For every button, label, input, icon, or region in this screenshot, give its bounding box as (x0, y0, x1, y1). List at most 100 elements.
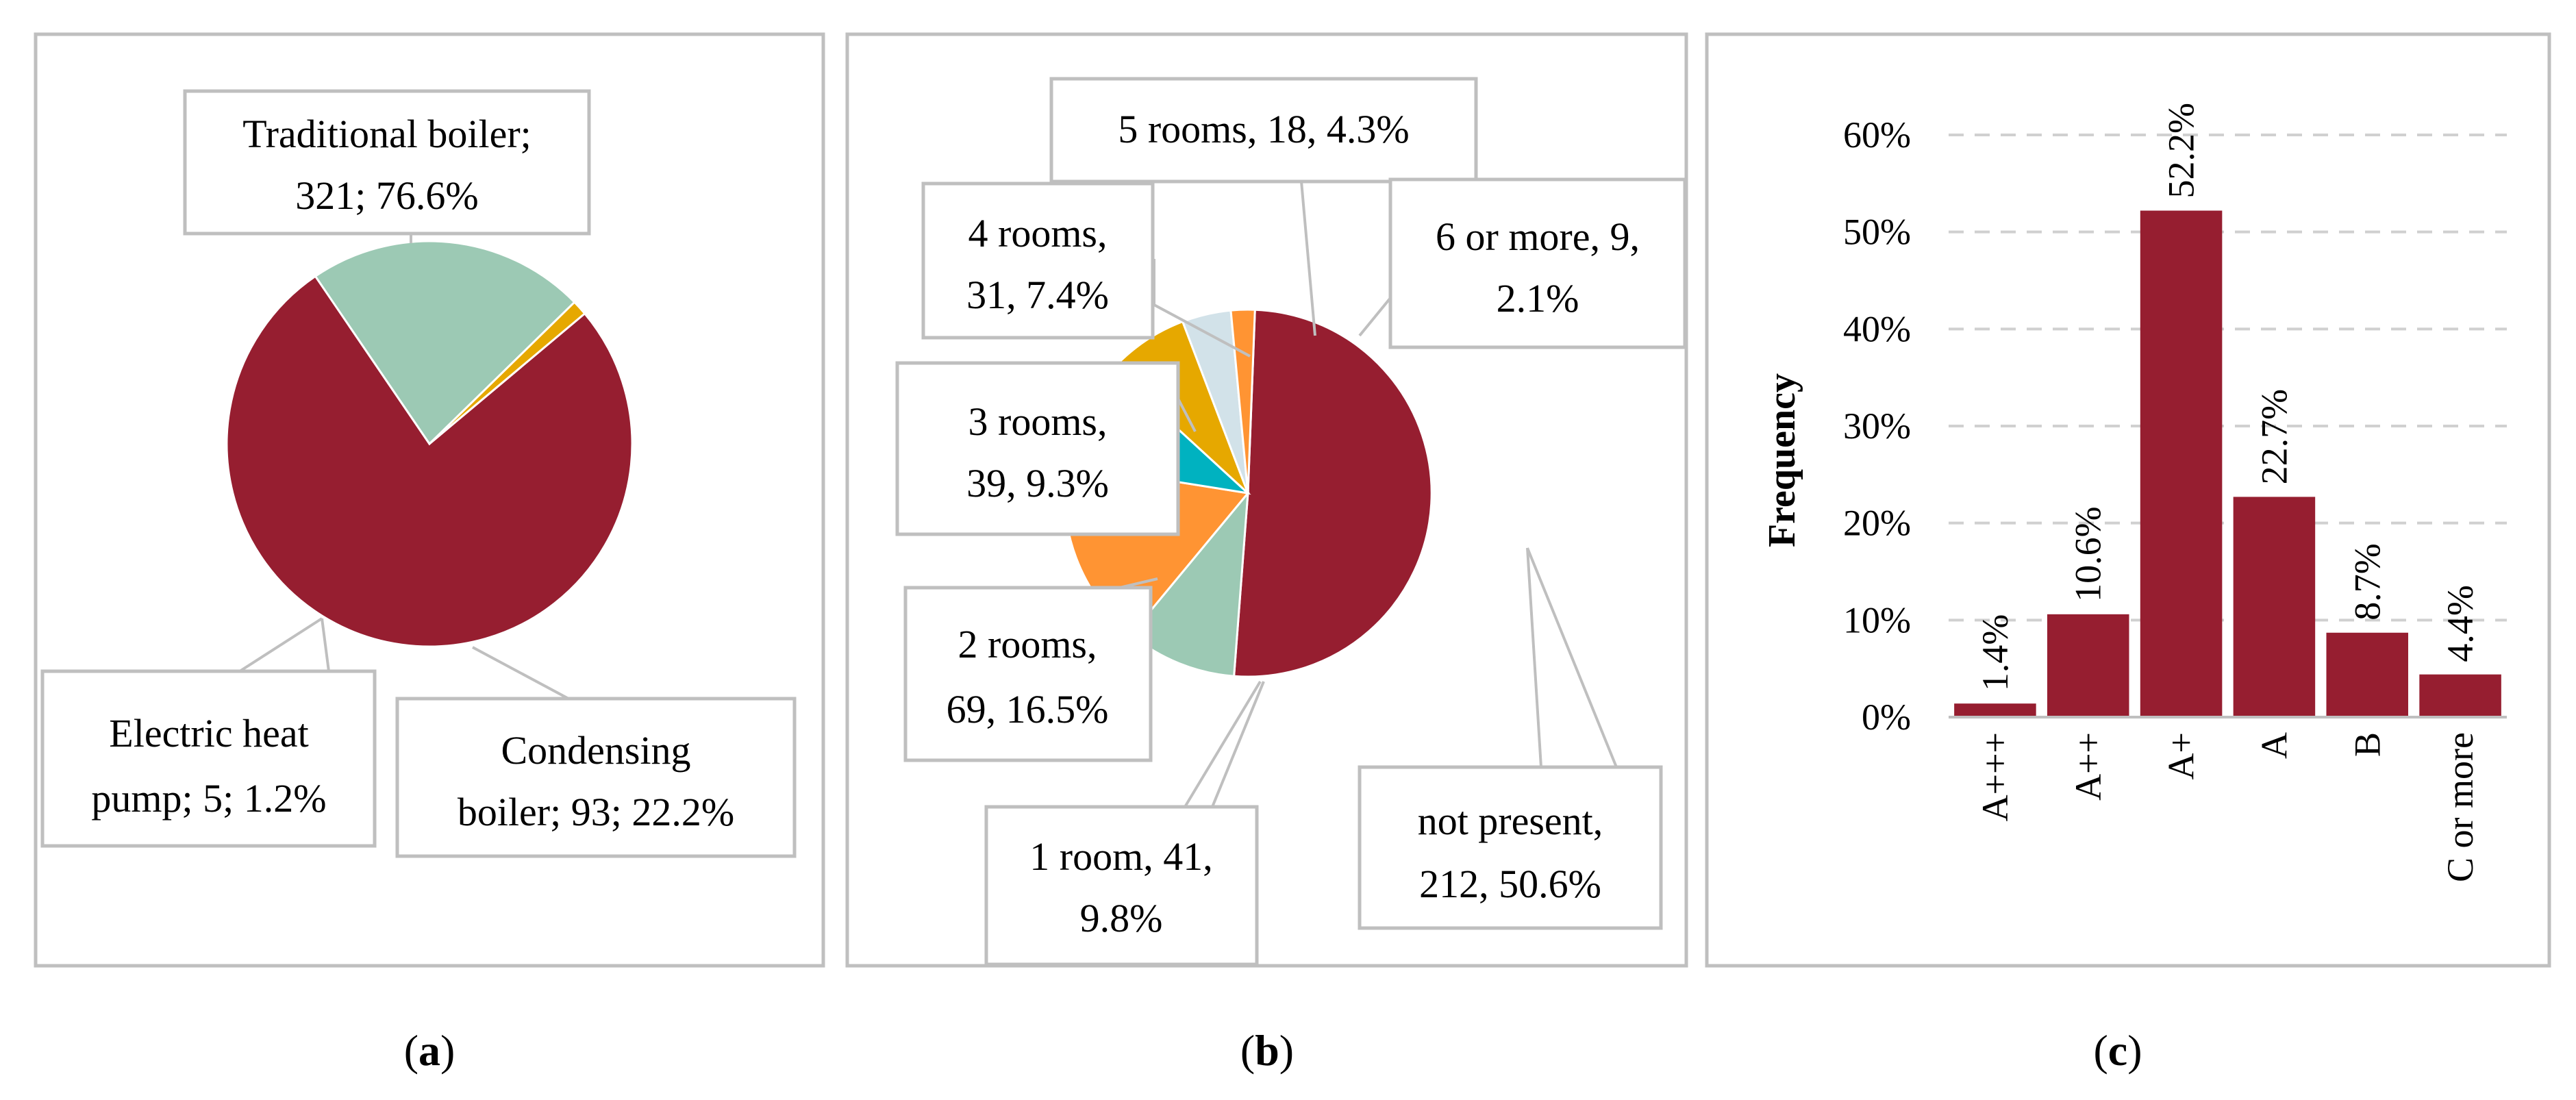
label-3-rooms-line1: 3 rooms, (968, 399, 1108, 444)
leader-5-rooms (1300, 181, 1316, 336)
bars (1954, 210, 2501, 717)
x-tick-label-a: A (2253, 732, 2294, 759)
value-label-a: 22.7% (2253, 389, 2294, 484)
label-not-present-line2: 212, 50.6% (1419, 862, 1601, 906)
callout-2-rooms: 2 rooms, 69, 16.5% (903, 586, 1153, 762)
y-tick-label-20: 20% (1843, 503, 1911, 544)
bar-a (2047, 614, 2129, 717)
callout-box-condensing-boiler (395, 697, 797, 858)
x-tick-label-a: A++ (2068, 732, 2109, 801)
caption-c-close: ) (2127, 1026, 2142, 1075)
callout-traditional-boiler: Traditional boiler; 321; 76.6% (183, 89, 591, 236)
leader-1-room (1184, 680, 1262, 808)
callout-3-rooms: 3 rooms, 39, 9.3% (895, 361, 1180, 536)
label-electric-heat-pump-line1: Electric heat (109, 711, 308, 755)
leader-6-or-more (1358, 297, 1392, 337)
caption-b-open: ( (1240, 1026, 1255, 1075)
y-tick-label-0: 0% (1862, 697, 1911, 738)
panel-a: Traditional boiler; 321; 76.6% Electric … (34, 32, 825, 968)
label-traditional-boiler-line2: 321; 76.6% (295, 173, 478, 218)
callout-box-2-rooms (903, 586, 1153, 762)
callout-box-4-rooms (921, 182, 1155, 340)
callout-box-electric-heat-pump (40, 669, 377, 848)
x-tick-label-b: B (2347, 732, 2388, 757)
caption-b: (b) (1240, 1026, 1294, 1075)
value-label-b: 8.7% (2347, 543, 2388, 620)
callout-box-1-room (984, 805, 1259, 966)
value-label-c-or-more: 4.4% (2440, 585, 2481, 662)
label-6-or-more-line2: 2.1% (1497, 276, 1579, 321)
label-condensing-boiler-line1: Condensing (501, 728, 690, 773)
label-1-room-line2: 9.8% (1080, 896, 1163, 940)
caption-c: (c) (2093, 1026, 2142, 1075)
leader-1-room-2 (1211, 681, 1265, 808)
caption-a-open: ( (404, 1026, 418, 1075)
callout-1-room: 1 room, 41, 9.8% (984, 805, 1259, 966)
callout-condensing-boiler: Condensing boiler; 93; 22.2% (395, 697, 797, 858)
y-axis-title: Frequency (1761, 373, 1803, 547)
leader-condensing-boiler (472, 646, 569, 700)
panel-c-frame (1705, 32, 2551, 968)
callout-box-3-rooms (895, 361, 1180, 536)
bar-c-or-more (2419, 674, 2501, 717)
label-4-rooms-line2: 31, 7.4% (966, 273, 1109, 317)
y-tick-label-50: 50% (1843, 212, 1911, 253)
caption-b-letter: b (1255, 1026, 1279, 1075)
caption-c-letter: c (2108, 1026, 2127, 1075)
label-traditional-boiler-line1: Traditional boiler; (242, 112, 532, 156)
callout-box-5-rooms (1049, 77, 1478, 184)
bar-a (2233, 497, 2316, 717)
callout-box-not-present (1358, 765, 1663, 930)
caption-a: (a) (404, 1026, 455, 1075)
label-not-present-line1: not present, (1418, 799, 1603, 843)
value-label-a: 1.4% (1975, 614, 2016, 691)
caption-a-letter: a (418, 1026, 440, 1075)
callout-5-rooms: 5 rooms, 18, 4.3% (1049, 77, 1478, 184)
bar-a (1954, 703, 2036, 717)
label-4-rooms-line1: 4 rooms, (968, 211, 1108, 255)
pie-a-slice-traditional-boiler (225, 275, 634, 648)
label-condensing-boiler-line2: boiler; 93; 22.2% (458, 790, 734, 834)
leader-not-present-2 (1526, 547, 1542, 768)
y-tick-label-10: 10% (1843, 599, 1911, 640)
callout-4-rooms: 4 rooms, 31, 7.4% (921, 182, 1155, 340)
value-label-a: 10.6% (2068, 506, 2109, 601)
bar-b (2326, 632, 2409, 717)
bar-a (2140, 210, 2223, 717)
x-tick-label-a: A+++ (1975, 732, 2016, 821)
caption-b-close: ) (1279, 1026, 1294, 1075)
label-6-or-more-line1: 6 or more, 9, (1436, 214, 1640, 259)
y-tick-label-40: 40% (1843, 308, 1911, 349)
pie-b-slice-not-present (1233, 308, 1433, 678)
callout-6-or-more: 6 or more, 9, 2.1% (1388, 177, 1687, 349)
x-tick-labels: A+++ A++ A+ A B C or more (1975, 732, 2481, 882)
value-labels: 1.4% 10.6% 52.2% 22.7% 8.7% 4.4% (1975, 103, 2481, 691)
callout-box-6-or-more (1388, 177, 1687, 349)
label-2-rooms-line1: 2 rooms, (958, 622, 1097, 666)
pie-chart-heating-system (225, 240, 634, 648)
callout-box-traditional-boiler (183, 89, 591, 236)
panel-c: 0% 10% 20% 30% 40% 50% 60% 1.4% 10.6% 52.2% 22.7%… (1705, 32, 2551, 968)
y-tick-label-30: 30% (1843, 405, 1911, 447)
x-tick-label-a: A+ (2161, 732, 2202, 779)
callout-not-present: not present, 212, 50.6% (1358, 765, 1663, 930)
label-1-room-line1: 1 room, 41, (1029, 834, 1212, 879)
value-label-a: 52.2% (2161, 103, 2202, 198)
panel-b: 5 rooms, 18, 4.3% 6 or more, 9, 2.1% 4 r… (845, 32, 1688, 968)
caption-a-close: ) (440, 1026, 455, 1075)
gridlines (1949, 134, 2507, 622)
leader-3-rooms (1177, 398, 1197, 432)
label-5-rooms: 5 rooms, 18, 4.3% (1118, 107, 1409, 151)
leader-not-present (1526, 547, 1618, 768)
callout-electric-heat-pump: Electric heat pump; 5; 1.2% (40, 669, 377, 848)
pie-a-slice-condensing (314, 240, 576, 446)
y-tick-label-60: 60% (1843, 114, 1911, 155)
y-tick-labels: 0% 10% 20% 30% 40% 50% 60% (1843, 114, 1911, 738)
label-electric-heat-pump-line2: pump; 5; 1.2% (91, 776, 326, 821)
label-3-rooms-line2: 39, 9.3% (966, 461, 1109, 505)
leader-electric-heat-pump (238, 617, 323, 673)
leader-electric-heat-pump-2 (321, 618, 330, 672)
x-tick-label-c-or-more: C or more (2440, 732, 2481, 882)
caption-c-open: ( (2093, 1026, 2108, 1075)
